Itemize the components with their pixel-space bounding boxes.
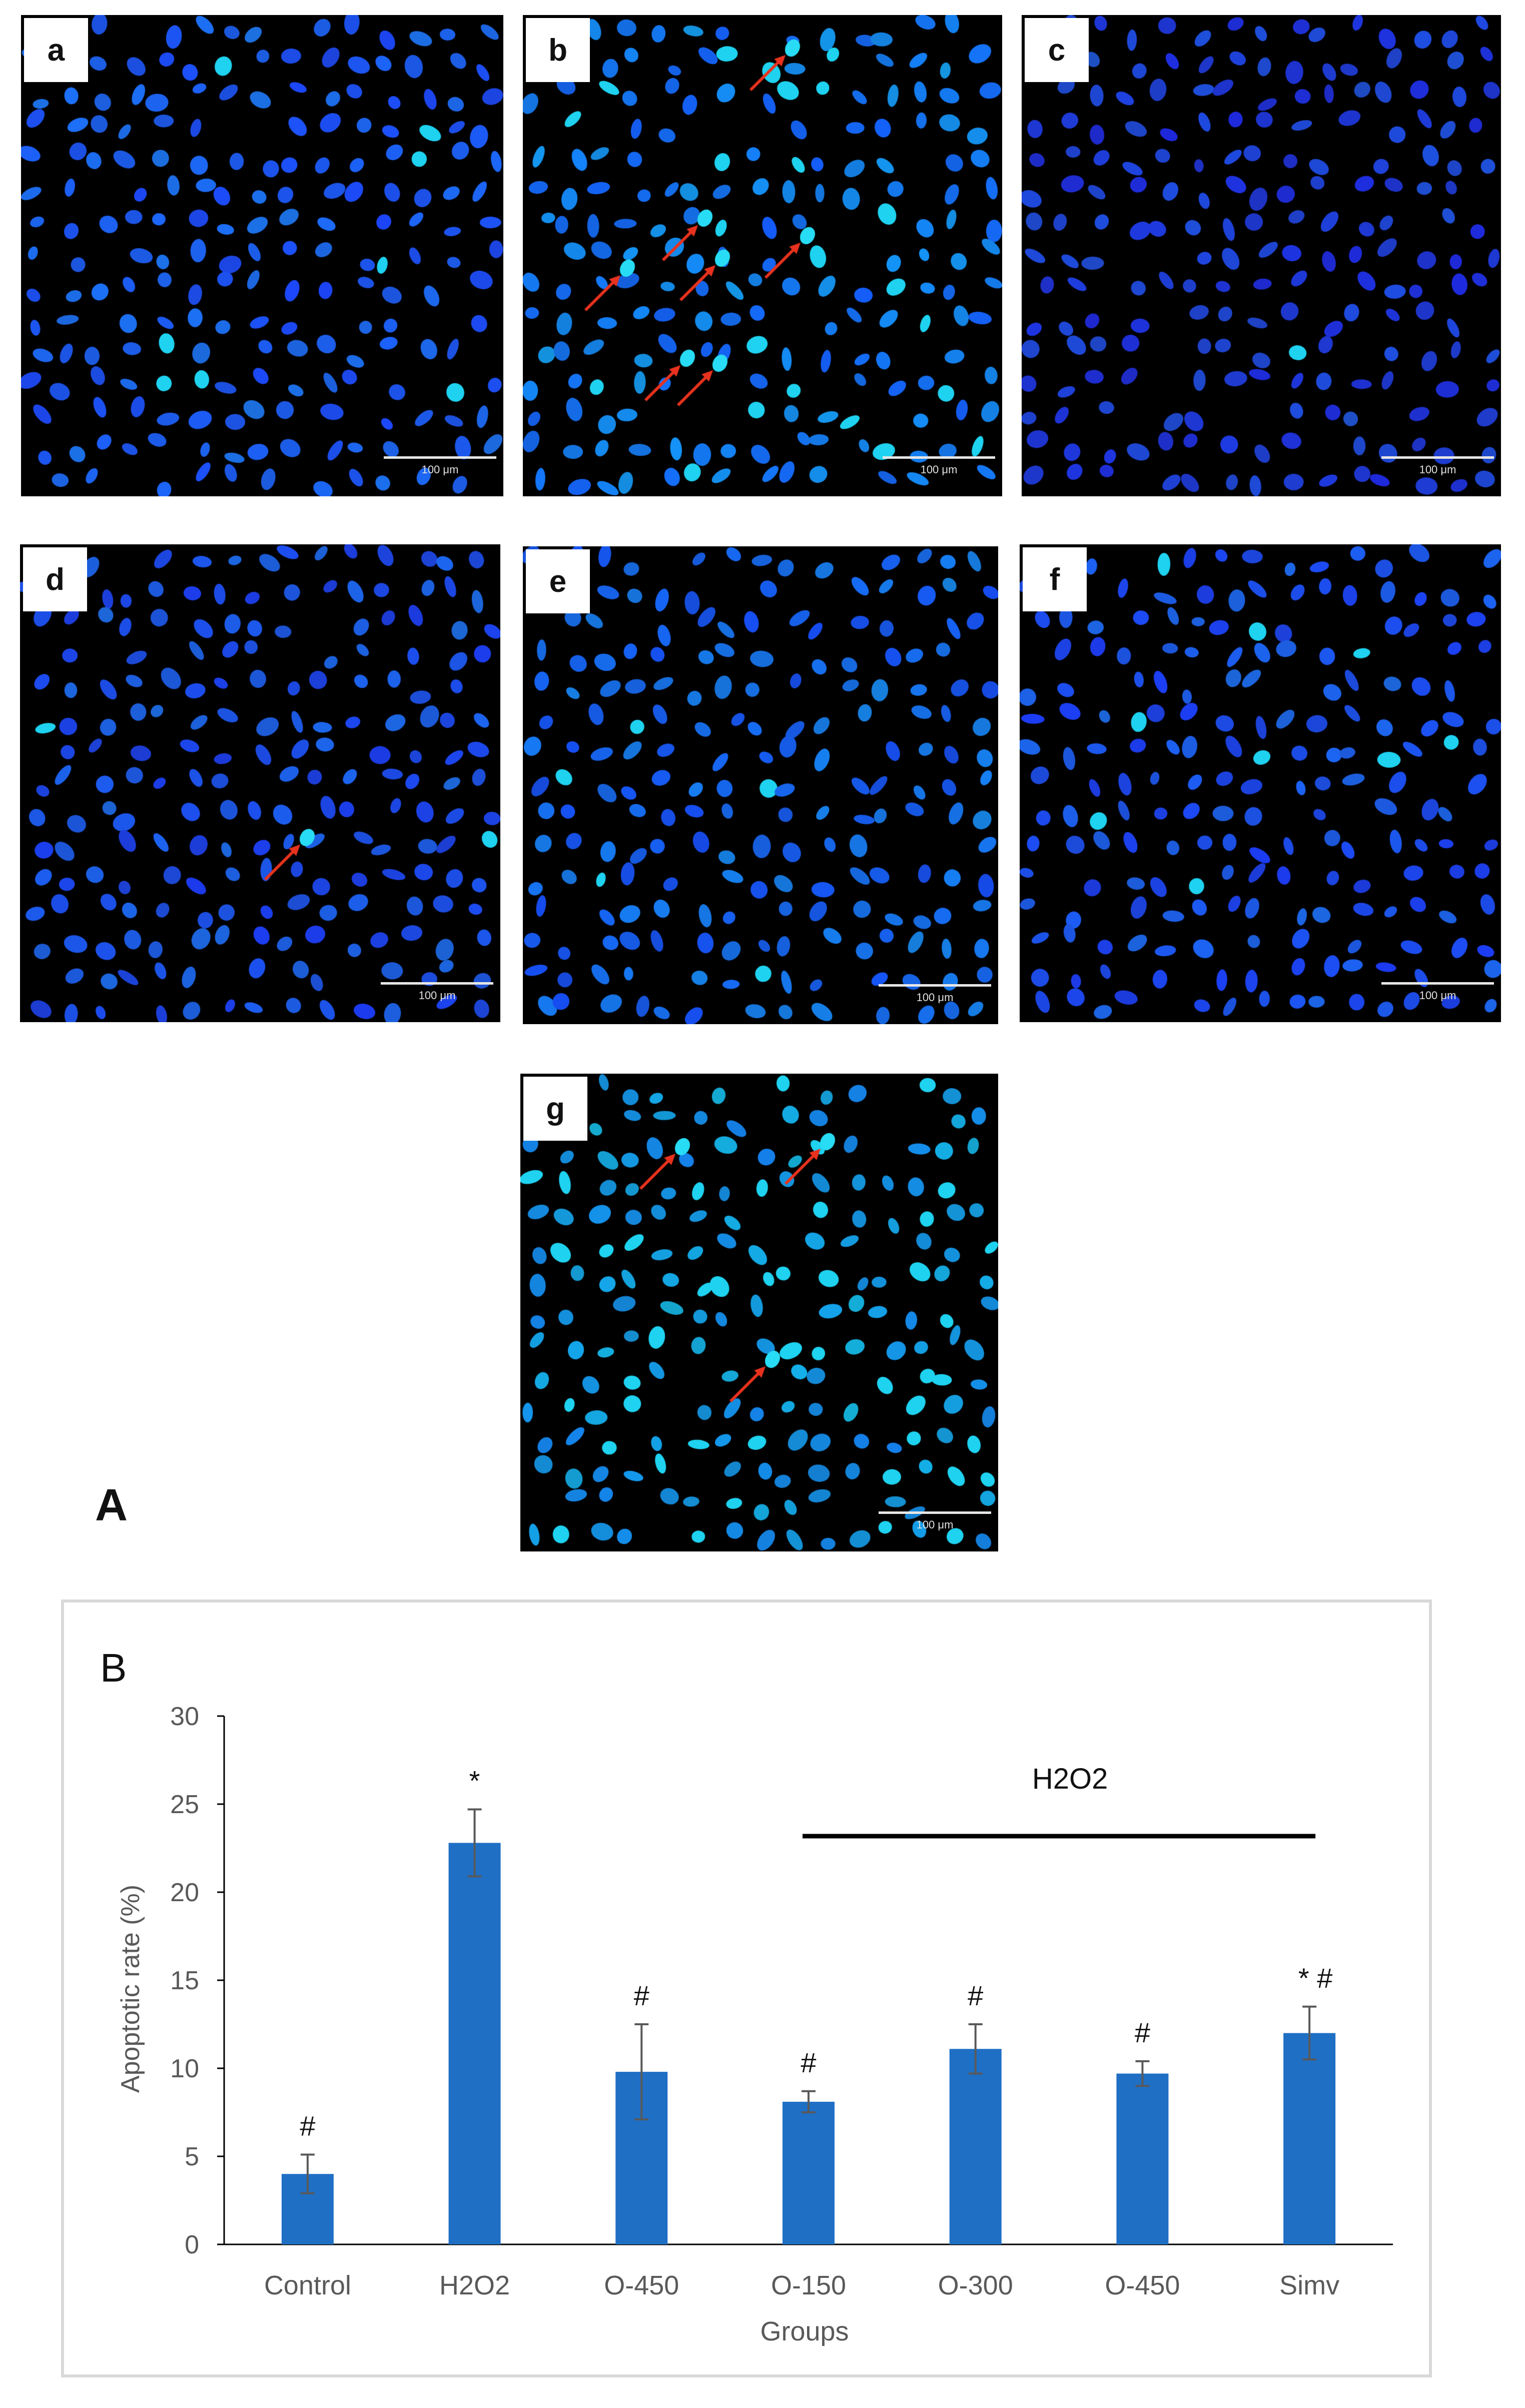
figure-part-a-label: A xyxy=(95,1480,128,1530)
micrograph-panel-g: g 100 μm xyxy=(520,1074,998,1551)
y-tick-label: 10 xyxy=(170,2054,199,2083)
x-axis-label: Groups xyxy=(760,2316,849,2346)
scale-bar: 100 μm xyxy=(879,984,991,1009)
y-tick-label: 5 xyxy=(185,2142,199,2171)
panel-label: d xyxy=(23,547,87,611)
scale-bar-label: 100 μm xyxy=(1419,989,1456,1002)
scale-bar-label: 100 μm xyxy=(418,989,456,1002)
significance-mark: # xyxy=(300,2110,315,2141)
micrograph-panel-d: d 100 μm xyxy=(20,544,500,1022)
y-tick-label: 25 xyxy=(170,1790,199,1819)
x-tick-label: O-450 xyxy=(1105,2270,1180,2300)
significance-mark: * xyxy=(469,1765,480,1797)
micrograph-panel-f: f 100 μm xyxy=(1020,544,1501,1022)
bar-chart: B Apoptotic rate (%) Groups H2O2 0 5 10 15 2… xyxy=(100,1646,1393,2346)
scale-bar-label: 100 μm xyxy=(421,463,459,476)
bar-chart-frame: B Apoptotic rate (%) Groups H2O2 0 5 10 15 2… xyxy=(61,1599,1432,2377)
scale-bar: 100 μm xyxy=(381,982,493,1007)
nuclei-image xyxy=(1020,544,1501,1022)
x-tick-label: O-450 xyxy=(604,2270,679,2300)
scale-bar-label: 100 μm xyxy=(916,991,954,1004)
panel-label: c xyxy=(1025,18,1089,82)
x-tick-label: H2O2 xyxy=(439,2270,510,2300)
scale-bar: 100 μm xyxy=(1381,982,1494,1007)
y-tick-label: 15 xyxy=(170,1966,199,1995)
significance-marks: # * # # # # * # xyxy=(300,1765,1332,2142)
scale-bar: 100 μm xyxy=(879,1511,991,1536)
panel-label: g xyxy=(523,1077,587,1141)
micrograph-panel-b: b 100 μm xyxy=(523,15,1002,496)
x-tick-label: Control xyxy=(264,2270,351,2300)
bar xyxy=(783,2101,835,2244)
scale-bar: 100 μm xyxy=(384,456,496,481)
y-tick-label: 30 xyxy=(170,1702,199,1731)
significance-mark: * # xyxy=(1298,1962,1333,1994)
nuclei-image xyxy=(20,544,500,1022)
significance-mark: # xyxy=(968,1980,983,2011)
bar xyxy=(1116,2073,1169,2244)
x-tick-label: Simv xyxy=(1279,2270,1339,2300)
y-axis-label: Apoptotic rate (%) xyxy=(116,1885,145,2093)
y-ticks: 0 5 10 15 20 25 30 xyxy=(170,1702,224,2259)
significance-mark: # xyxy=(801,2047,816,2078)
x-tick-labels: Control H2O2 O-450 O-150 O-300 O-450 Simv xyxy=(264,2270,1339,2300)
x-tick-label: O-300 xyxy=(938,2270,1013,2300)
scale-bar-label: 100 μm xyxy=(916,1518,954,1531)
bar xyxy=(1283,2033,1336,2244)
bar xyxy=(949,2049,1002,2244)
micrograph-panel-c: c 100 μm xyxy=(1022,15,1501,496)
scale-bar: 100 μm xyxy=(1381,456,1494,481)
panel-label: b xyxy=(526,18,590,82)
significance-mark: # xyxy=(634,1980,649,2011)
nuclei-image xyxy=(21,15,503,496)
x-tick-label: O-150 xyxy=(771,2270,846,2300)
significance-mark: # xyxy=(1135,2017,1150,2048)
nuclei-image xyxy=(523,15,1002,496)
error-bars xyxy=(300,1808,1317,2194)
scale-bar: 100 μm xyxy=(883,456,995,481)
scale-bar-label: 100 μm xyxy=(920,463,958,476)
nuclei-image xyxy=(1022,15,1501,496)
group-annotation-label: H2O2 xyxy=(1032,1763,1108,1795)
bar xyxy=(448,1843,501,2244)
chart-panel-label: B xyxy=(100,1646,127,1690)
nuclei-image xyxy=(523,546,998,1024)
panel-label: f xyxy=(1023,547,1087,611)
panel-label: a xyxy=(24,18,88,82)
micrograph-panel-e: e 100 μm xyxy=(523,546,998,1024)
micrograph-panel-a: a 100 μm xyxy=(21,15,503,496)
scale-bar-label: 100 μm xyxy=(1419,463,1456,476)
bars xyxy=(281,1843,1336,2244)
nuclei-image xyxy=(520,1074,998,1551)
panel-label: e xyxy=(526,549,590,613)
y-tick-label: 20 xyxy=(170,1878,199,1907)
y-tick-label: 0 xyxy=(185,2230,199,2259)
